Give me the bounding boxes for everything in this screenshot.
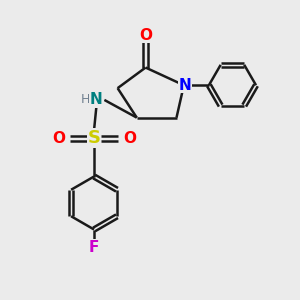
Text: N: N <box>90 92 103 107</box>
Text: O: O <box>123 131 136 146</box>
Text: N: N <box>179 78 192 93</box>
Text: H: H <box>81 93 91 106</box>
Text: O: O <box>139 28 152 43</box>
Text: F: F <box>89 240 99 255</box>
Text: O: O <box>52 131 65 146</box>
Text: S: S <box>88 129 100 147</box>
